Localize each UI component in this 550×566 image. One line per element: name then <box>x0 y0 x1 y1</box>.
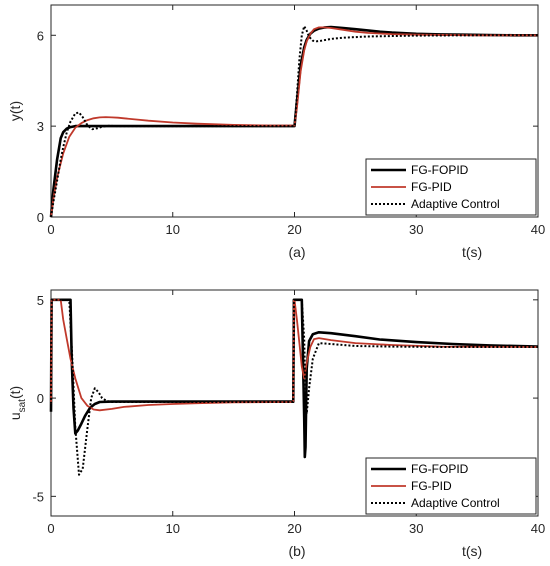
legend-label: FG-FOPID <box>411 163 469 177</box>
x-axis-label: t(s) <box>462 543 482 559</box>
panel-label: (b) <box>288 543 305 559</box>
legend: FG-FOPID FG-PID Adaptive Control <box>365 158 537 216</box>
x-tick-label: 0 <box>47 222 54 237</box>
chart-panel-b: 0 10 20 30 40 -5 0 5 t(s) (b) usat(t) FG-FOPID FG-PI… <box>7 289 545 559</box>
panel-label: (a) <box>288 244 305 260</box>
legend-label: FG-FOPID <box>411 462 469 476</box>
series-line-adaptive-control <box>50 25 538 218</box>
x-tick-label: 10 <box>166 521 180 536</box>
x-axis-label: t(s) <box>462 244 482 260</box>
x-tick-label: 40 <box>531 521 545 536</box>
y-tick-label: 3 <box>37 119 44 134</box>
y-tick-label: -5 <box>32 489 44 504</box>
x-tick-label: 0 <box>47 521 54 536</box>
legend-label: FG-PID <box>411 479 452 493</box>
x-tick-label: 20 <box>287 521 301 536</box>
y-tick-label: 0 <box>37 210 44 225</box>
series-line-fg-pid <box>50 298 539 412</box>
legend-label: Adaptive Control <box>411 496 500 510</box>
x-tick-label: 40 <box>531 222 545 237</box>
y-tick-label: 6 <box>37 28 44 43</box>
y-tick-label: 0 <box>37 391 44 406</box>
y-axis-label: usat(t) <box>7 386 28 420</box>
x-tick-label: 30 <box>409 222 423 237</box>
legend: FG-FOPID FG-PID Adaptive Control <box>365 457 537 515</box>
legend-label: Adaptive Control <box>411 197 500 211</box>
series-line-adaptive-control <box>50 298 538 476</box>
chart-panel-a: 0 10 20 30 40 0 3 6 t(s) (a) y(t) FG-FOPID FG-PID Ada… <box>7 4 545 260</box>
x-tick-label: 10 <box>166 222 180 237</box>
y-axis-label: y(t) <box>7 101 23 121</box>
legend-label: FG-PID <box>411 180 452 194</box>
x-tick-label: 20 <box>287 222 301 237</box>
y-tick-label: 5 <box>37 293 44 308</box>
x-tick-label: 30 <box>409 521 423 536</box>
